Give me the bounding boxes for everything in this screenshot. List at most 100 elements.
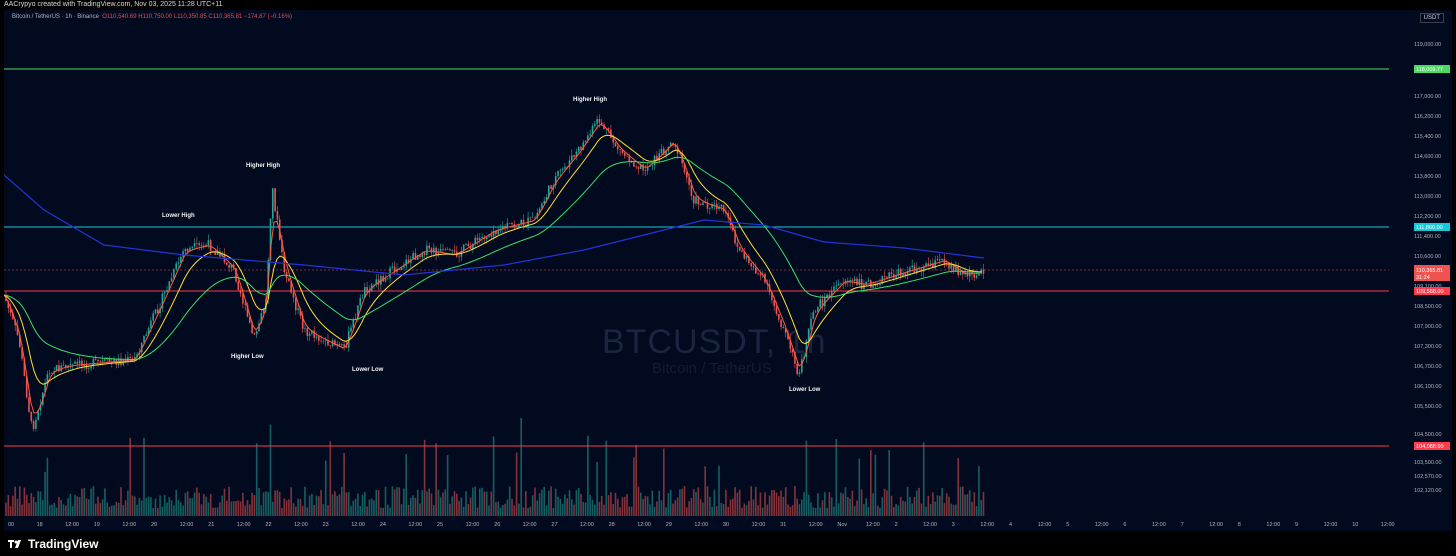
volume-bar xyxy=(980,499,982,516)
volume-bar xyxy=(904,501,907,516)
time-axis-label: 12:00 xyxy=(351,522,365,528)
volume-bar xyxy=(571,499,573,516)
candle-body xyxy=(596,119,598,124)
candle-body xyxy=(99,361,102,362)
candle-body xyxy=(614,142,617,147)
volume-bar xyxy=(932,492,934,516)
candle-body xyxy=(262,309,265,314)
candle-body xyxy=(874,284,877,286)
candle-body xyxy=(515,226,518,227)
volume-bar xyxy=(228,486,230,516)
annotation-higher-high-2: Higher High xyxy=(573,97,607,103)
volume-bar xyxy=(352,500,355,516)
volume-bar xyxy=(844,487,847,516)
candle-body xyxy=(361,297,364,299)
volume-bar xyxy=(117,502,120,516)
ohlc-high: H110,750.00 xyxy=(138,14,173,20)
candle-body xyxy=(472,243,474,249)
tradingview-logo[interactable]: TradingView xyxy=(8,537,98,551)
volume-bar xyxy=(934,501,936,516)
candle-body xyxy=(152,313,154,321)
candle-body xyxy=(113,358,115,362)
candle-body xyxy=(490,234,493,237)
volume-bar xyxy=(269,424,272,516)
volume-bar xyxy=(83,487,85,516)
volume-bar xyxy=(152,507,154,516)
volume-bar xyxy=(729,499,732,516)
ema-long-line xyxy=(4,174,985,276)
candle-body xyxy=(334,340,336,346)
volume-bar xyxy=(405,454,407,516)
volume-bar xyxy=(531,495,534,516)
volume-bar xyxy=(414,497,417,516)
ohlc-low: L110,350.85 xyxy=(173,14,207,20)
volume-bar xyxy=(327,505,329,516)
volume-bar xyxy=(232,501,235,516)
candle-body xyxy=(658,153,660,161)
volume-bar xyxy=(209,494,212,516)
candle-body xyxy=(451,250,453,251)
candle-body xyxy=(810,318,812,330)
candle-body xyxy=(812,312,815,319)
candle-body xyxy=(787,332,789,340)
candle-body xyxy=(161,293,164,309)
candle-body xyxy=(147,328,150,335)
volume-bar xyxy=(380,507,382,516)
candle-body xyxy=(81,360,83,367)
candle-body xyxy=(745,256,748,259)
candle-body xyxy=(550,185,552,189)
time-axis-label: 19 xyxy=(94,522,100,528)
candle-body xyxy=(283,252,286,273)
candle-body xyxy=(853,278,856,282)
candle-body xyxy=(108,358,111,363)
candle-body xyxy=(299,308,302,316)
candle-body xyxy=(23,358,26,376)
candle-body xyxy=(600,122,603,125)
price-axis: 119,000.00 117,000.00 116,200.00 115,400.00… xyxy=(1390,10,1452,531)
candle-body xyxy=(982,269,985,274)
volume-bar xyxy=(525,491,527,516)
currency-selector[interactable]: USDT xyxy=(1419,13,1444,23)
volume-bar xyxy=(433,505,435,516)
volume-bar xyxy=(398,487,401,516)
candle-body xyxy=(559,170,562,171)
candle-body xyxy=(375,279,378,285)
time-axis-label: 12:00 xyxy=(122,522,136,528)
candle-body xyxy=(460,250,463,257)
candle-body xyxy=(589,134,591,136)
time-axis-label: 22 xyxy=(265,522,271,528)
candle-body xyxy=(582,142,585,150)
time-axis-label: 12:00 xyxy=(180,522,194,528)
time-axis-label: 12:00 xyxy=(694,522,708,528)
volume-bar xyxy=(863,504,865,516)
price-chart[interactable]: Lower High Higher High Higher Low Lower … xyxy=(4,10,1452,531)
candle-body xyxy=(876,284,879,286)
volume-bar xyxy=(755,486,757,516)
volume-bar xyxy=(216,507,219,516)
volume-bar xyxy=(338,494,341,516)
level-badge xyxy=(1414,287,1450,295)
candle-body xyxy=(62,365,65,366)
volume-bar xyxy=(396,487,398,516)
time-axis-label: 12:00 xyxy=(65,522,79,528)
volume-bar xyxy=(925,506,927,516)
candle-body xyxy=(957,266,959,276)
volume-bar xyxy=(74,494,76,516)
volume-bar xyxy=(554,488,557,516)
volume-bar xyxy=(253,495,256,516)
candle-body xyxy=(591,125,594,135)
volume-bar xyxy=(479,488,481,516)
level-badge xyxy=(1414,65,1450,73)
annotation-lower-high: Lower High xyxy=(162,213,195,219)
volume-bar xyxy=(916,490,918,516)
price-axis-label: 113,000.00 xyxy=(1414,194,1441,200)
level-badge-label: 118,009.77 xyxy=(1416,67,1443,73)
volume-bar xyxy=(175,490,177,516)
volume-bar xyxy=(76,496,79,516)
volume-bar xyxy=(281,507,283,516)
volume-bar xyxy=(906,486,909,516)
candle-body xyxy=(780,319,782,327)
chart-area[interactable]: BTCUSDT, 1h Bitcoin / TetherUS Lower Hig… xyxy=(4,10,1452,531)
candle-body xyxy=(612,138,614,143)
